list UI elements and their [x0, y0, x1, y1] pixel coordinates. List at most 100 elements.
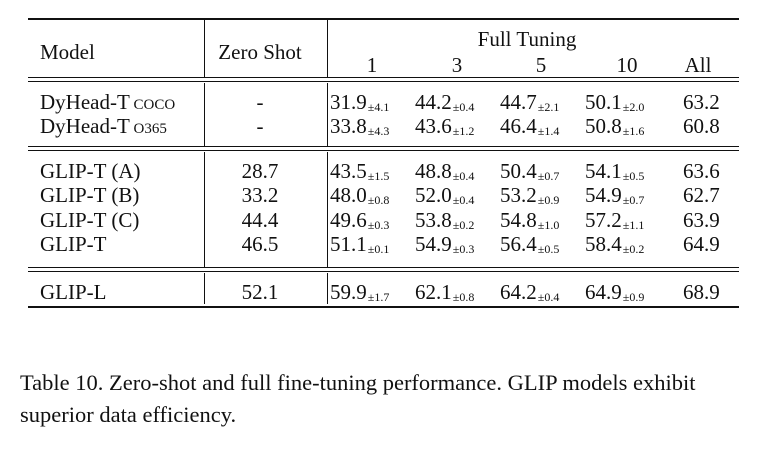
metric-value: 53.8	[415, 207, 452, 232]
model-label: GLIP-L	[40, 280, 107, 304]
metric-cell: 56.4±0.5	[500, 232, 559, 261]
metric-std: ±0.8	[367, 193, 390, 208]
metric-value: 48.8	[415, 159, 452, 183]
metric-std: ±0.7	[537, 169, 560, 183]
metric-std: ±0.1	[367, 241, 390, 256]
metric-value: 64.2	[500, 280, 537, 304]
metric-std: ±0.9	[622, 290, 645, 304]
metric-cell: 62.1±0.8	[415, 280, 474, 309]
model-dataset-suffix: COCO	[129, 97, 176, 113]
top-rule	[28, 18, 739, 20]
metric-value: 49.6	[330, 207, 367, 232]
metric-cell: 48.0±0.8	[330, 183, 389, 212]
column-separator	[327, 152, 328, 267]
metric-value: 50.8	[585, 114, 622, 139]
metric-std: ±1.6	[622, 124, 645, 139]
header-shot: 1	[366, 53, 378, 77]
model-name: GLIP-T (A)	[40, 159, 141, 183]
metric-value: 54.1	[585, 159, 622, 183]
metric-cell: 54.9±0.3	[415, 232, 474, 261]
metric-value: 48.0	[330, 183, 367, 208]
metric-std: ±0.8	[452, 290, 475, 304]
model-label: GLIP-T (C)	[40, 207, 140, 232]
model-label: DyHead-T	[40, 90, 130, 114]
metric-std: ±1.1	[622, 217, 645, 232]
metric-cell: 49.6±0.3	[330, 208, 389, 237]
metric-value: 57.2	[585, 207, 622, 232]
column-separator	[327, 20, 328, 77]
metric-std: ±4.1	[367, 100, 390, 114]
metric-std: ±0.5	[622, 169, 645, 183]
metric-value: 50.1	[585, 90, 622, 114]
model-dataset-suffix: O365	[129, 121, 167, 138]
metric-std: ±0.4	[537, 290, 560, 304]
metric-value: 54.9	[415, 231, 452, 256]
column-separator	[204, 83, 205, 146]
metric-std: ±2.0	[622, 100, 645, 114]
header-model: Model	[40, 40, 95, 64]
metric-cell: 43.6±1.2	[415, 114, 474, 143]
group-rule-2	[28, 267, 739, 268]
metric-value: 63.2	[683, 90, 720, 114]
metric-std: ±0.2	[452, 217, 475, 232]
metric-value: 63.6	[683, 159, 720, 183]
zero-shot-value: 44.4	[241, 207, 279, 232]
metric-std: ±0.4	[452, 169, 475, 183]
header-shot: 10	[616, 53, 638, 77]
metric-value: 63.9	[683, 207, 720, 232]
model-label: GLIP-T	[40, 231, 107, 256]
metric-value: 31.9	[330, 90, 367, 114]
metric-std: ±1.5	[367, 169, 390, 183]
metric-cell: 54.1±0.5	[585, 159, 644, 188]
metric-std: ±1.2	[452, 124, 475, 139]
metric-cell: 54.9±0.7	[585, 183, 644, 212]
metric-std: ±0.3	[452, 241, 475, 256]
metric-cell: 50.8±1.6	[585, 114, 644, 143]
metric-cell: 63.9	[683, 208, 720, 232]
group-rule-1-double	[28, 150, 739, 151]
metric-cell: 57.2±1.1	[585, 208, 644, 237]
metric-cell: 33.8±4.3	[330, 114, 389, 143]
metric-cell: 31.9±4.1	[330, 90, 389, 119]
metric-value: 62.7	[683, 183, 720, 208]
metric-std: ±2.1	[537, 100, 560, 114]
metric-cell: 54.8±1.0	[500, 208, 559, 237]
metric-cell: 63.2	[683, 90, 720, 114]
model-label: GLIP-T (B)	[40, 183, 140, 208]
model-name: GLIP-L	[40, 280, 107, 304]
metric-std: ±0.2	[622, 241, 645, 256]
column-separator	[327, 83, 328, 146]
header-full-tuning: Full Tuning	[477, 27, 577, 51]
metric-value: 50.4	[500, 159, 537, 183]
metric-value: 54.9	[585, 183, 622, 208]
zero-shot-value: 52.1	[241, 280, 279, 304]
metric-value: 64.9	[585, 280, 622, 304]
caption-text: Table 10. Zero-shot and full fine-tuning…	[20, 370, 696, 427]
column-separator	[204, 20, 205, 77]
metric-cell: 50.4±0.7	[500, 159, 559, 188]
metric-cell: 48.8±0.4	[415, 159, 474, 188]
metric-cell: 60.8	[683, 114, 720, 138]
zero-shot-value: -	[256, 114, 264, 139]
model-name: DyHead-T COCO	[40, 90, 175, 117]
metric-value: 54.8	[500, 207, 537, 232]
metric-cell: 68.9	[683, 280, 720, 304]
metric-cell: 58.4±0.2	[585, 232, 644, 261]
table-caption: Table 10. Zero-shot and full fine-tuning…	[20, 367, 750, 431]
header-shot: All	[684, 53, 712, 77]
bottom-rule	[28, 306, 739, 308]
metric-cell: 64.2±0.4	[500, 280, 559, 309]
metric-cell: 43.5±1.5	[330, 159, 389, 188]
metric-std: ±0.5	[537, 241, 560, 256]
metric-std: ±1.0	[537, 217, 560, 232]
model-label: GLIP-T (A)	[40, 159, 141, 183]
results-table: Model Zero Shot Full Tuning 1 3 5 10 All DyHead-…	[28, 18, 739, 308]
group-rule-2-double	[28, 271, 739, 272]
header-rule	[28, 77, 739, 78]
metric-value: 43.5	[330, 159, 367, 183]
model-name: GLIP-T	[40, 232, 107, 256]
metric-cell: 62.7	[683, 183, 720, 207]
metric-std: ±0.7	[622, 193, 645, 208]
metric-value: 44.7	[500, 90, 537, 114]
metric-cell: 63.6	[683, 159, 720, 183]
